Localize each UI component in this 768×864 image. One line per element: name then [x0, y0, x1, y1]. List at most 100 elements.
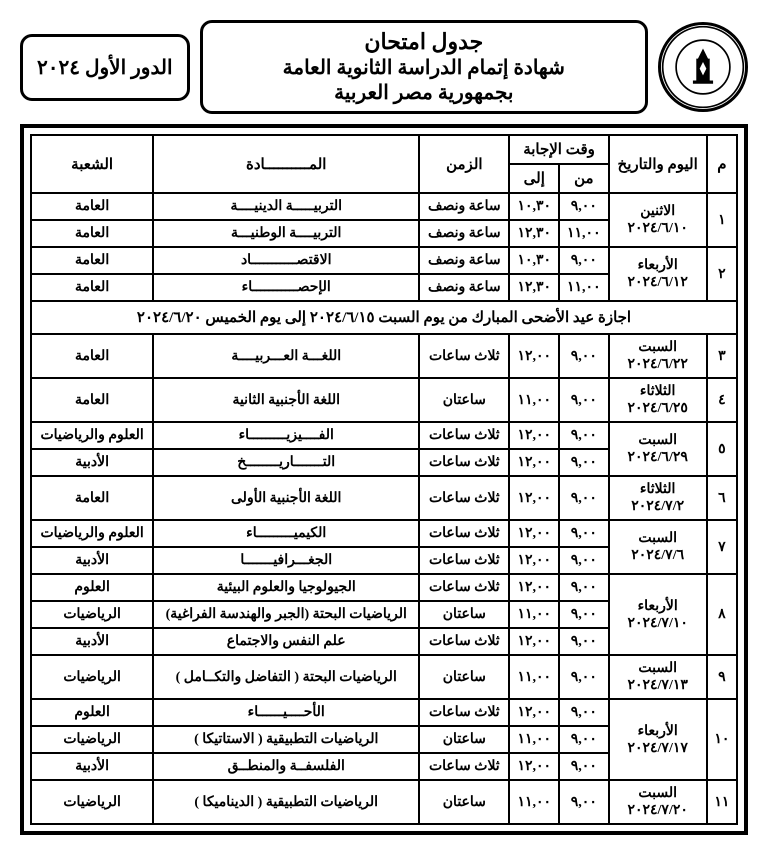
cell-track: الرياضيات [31, 780, 153, 824]
cell-day-date: السبت٢٠٢٤/٦/٢٢ [609, 334, 707, 378]
cell-subject: الكيميـــــــــاء [153, 520, 419, 547]
cell-duration: ثلاث ساعات [419, 334, 509, 378]
cell-day-date: السبت٢٠٢٤/٧/٦ [609, 520, 707, 574]
cell-day-date: الأربعاء٢٠٢٤/٧/١٧ [609, 699, 707, 780]
cell-subject: الرياضيات البحتة ( التفاضل والتكــامل ) [153, 655, 419, 699]
date-text: ٢٠٢٤/٧/٢ [616, 498, 700, 515]
col-num: م [707, 135, 737, 193]
cell-track: الرياضيات [31, 655, 153, 699]
col-duration: الزمن [419, 135, 509, 193]
cell-duration: ثلاث ساعات [419, 422, 509, 449]
table-header: م اليوم والتاريخ وقت الإجابة الزمن المــ… [31, 135, 737, 193]
cell-subject: الجيولوجيا والعلوم البيئية [153, 574, 419, 601]
cell-from: ٩,٠٠ [559, 520, 609, 547]
cell-to: ١٢,٠٠ [509, 699, 559, 726]
cell-num: ٢ [707, 247, 737, 301]
cell-from: ٩,٠٠ [559, 628, 609, 655]
cell-track: العامة [31, 334, 153, 378]
header-row: MINISTRY OF EDUCATION AND TECHNICAL EDUC… [20, 20, 748, 114]
table-row: ٨الأربعاء٢٠٢٤/٧/١٠٩,٠٠١٢,٠٠ثلاث ساعاتالج… [31, 574, 737, 601]
date-text: ٢٠٢٤/٧/١٣ [616, 677, 700, 694]
cell-duration: ساعتان [419, 601, 509, 628]
cell-track: العامة [31, 193, 153, 220]
cell-to: ١٢,٠٠ [509, 334, 559, 378]
cell-subject: الرياضيات التطبيقية ( الاستاتيكا ) [153, 726, 419, 753]
cell-subject: الفلسفــة والمنطــق [153, 753, 419, 780]
cell-from: ١١,٠٠ [559, 274, 609, 301]
cell-duration: ساعة ونصف [419, 274, 509, 301]
cell-from: ٩,٠٠ [559, 334, 609, 378]
cell-to: ١١,٠٠ [509, 601, 559, 628]
cell-track: العامة [31, 247, 153, 274]
col-day-date: اليوم والتاريخ [609, 135, 707, 193]
cell-subject: الجغـــرافيـــــــا [153, 547, 419, 574]
emblem-ring-text: MINISTRY OF EDUCATION AND TECHNICAL EDUC… [661, 25, 664, 27]
cell-subject: الإحصـــــــــــاء [153, 274, 419, 301]
ministry-emblem: MINISTRY OF EDUCATION AND TECHNICAL EDUC… [658, 22, 748, 112]
cell-from: ٩,٠٠ [559, 476, 609, 520]
cell-to: ١٢,٠٠ [509, 476, 559, 520]
cell-track: الأدبية [31, 753, 153, 780]
date-text: ٢٠٢٤/٧/١٧ [616, 740, 700, 757]
day-name: الأربعاء [616, 598, 700, 615]
exam-schedule-table: م اليوم والتاريخ وقت الإجابة الزمن المــ… [30, 134, 738, 825]
table-row: ١٠الأربعاء٢٠٢٤/٧/١٧٩,٠٠١٢,٠٠ثلاث ساعاتال… [31, 699, 737, 726]
cell-subject: التربيــــة الوطنيـــة [153, 220, 419, 247]
day-name: السبت [616, 339, 700, 356]
cell-duration: ساعتان [419, 378, 509, 422]
date-text: ٢٠٢٤/٦/١٠ [616, 220, 700, 237]
round-box: الدور الأول ٢٠٢٤ [20, 34, 190, 101]
cell-from: ٩,٠٠ [559, 193, 609, 220]
cell-to: ١٢,٠٠ [509, 547, 559, 574]
col-track: الشعبة [31, 135, 153, 193]
day-name: الأربعاء [616, 257, 700, 274]
table-frame: م اليوم والتاريخ وقت الإجابة الزمن المــ… [20, 124, 748, 835]
date-text: ٢٠٢٤/٦/١٢ [616, 274, 700, 291]
col-from: من [559, 164, 609, 193]
cell-subject: اللغـــة العـــربيــــة [153, 334, 419, 378]
cell-track: الرياضيات [31, 726, 153, 753]
col-to: إلى [509, 164, 559, 193]
cell-to: ١٢,٠٠ [509, 422, 559, 449]
cell-subject: الاقتصـــــــــــاد [153, 247, 419, 274]
cell-subject: الرياضيات البحتة (الجبر والهندسة الفراغي… [153, 601, 419, 628]
cell-num: ١١ [707, 780, 737, 824]
date-text: ٢٠٢٤/٧/١٠ [616, 615, 700, 632]
cell-subject: الرياضيات التطبيقية ( الديناميكا ) [153, 780, 419, 824]
cell-day-date: السبت٢٠٢٤/٦/٢٩ [609, 422, 707, 476]
title-line-2: شهادة إتمام الدراسة الثانوية العامة [213, 55, 635, 80]
cell-track: الأدبية [31, 547, 153, 574]
cell-from: ٩,٠٠ [559, 655, 609, 699]
cell-to: ١١,٠٠ [509, 655, 559, 699]
date-text: ٢٠٢٤/٦/٢٩ [616, 449, 700, 466]
cell-to: ١٢,٠٠ [509, 628, 559, 655]
cell-track: العلوم والرياضيات [31, 520, 153, 547]
svg-text:MINISTRY OF EDUCATION AND TECH: MINISTRY OF EDUCATION AND TECHNICAL EDUC… [661, 25, 664, 27]
cell-from: ٩,٠٠ [559, 699, 609, 726]
cell-day-date: الأربعاء٢٠٢٤/٦/١٢ [609, 247, 707, 301]
cell-subject: الفــــيزيـــــــــاء [153, 422, 419, 449]
cell-duration: ثلاث ساعات [419, 628, 509, 655]
cell-track: العلوم [31, 699, 153, 726]
cell-from: ٩,٠٠ [559, 378, 609, 422]
cell-num: ٦ [707, 476, 737, 520]
cell-from: ١١,٠٠ [559, 220, 609, 247]
cell-track: العامة [31, 378, 153, 422]
title-line-3: بجمهورية مصر العربية [213, 80, 635, 105]
cell-num: ٤ [707, 378, 737, 422]
table-row: ١١السبت٢٠٢٤/٧/٢٠٩,٠٠١١,٠٠ساعتانالرياضيات… [31, 780, 737, 824]
col-subject: المــــــــــادة [153, 135, 419, 193]
cell-duration: ثلاث ساعات [419, 699, 509, 726]
cell-to: ١٢,٣٠ [509, 274, 559, 301]
cell-track: العامة [31, 220, 153, 247]
cell-duration: ثلاث ساعات [419, 449, 509, 476]
cell-day-date: الأربعاء٢٠٢٤/٧/١٠ [609, 574, 707, 655]
date-text: ٢٠٢٤/٧/٦ [616, 547, 700, 564]
cell-day-date: الثلاثاء٢٠٢٤/٧/٢ [609, 476, 707, 520]
day-name: الثلاثاء [616, 383, 700, 400]
cell-duration: ساعة ونصف [419, 220, 509, 247]
cell-duration: ثلاث ساعات [419, 753, 509, 780]
title-line-1: جدول امتحان [213, 29, 635, 55]
holiday-row: اجازة عيد الأضحى المبارك من يوم السبت ٢٠… [31, 301, 737, 334]
cell-to: ١٢,٣٠ [509, 220, 559, 247]
